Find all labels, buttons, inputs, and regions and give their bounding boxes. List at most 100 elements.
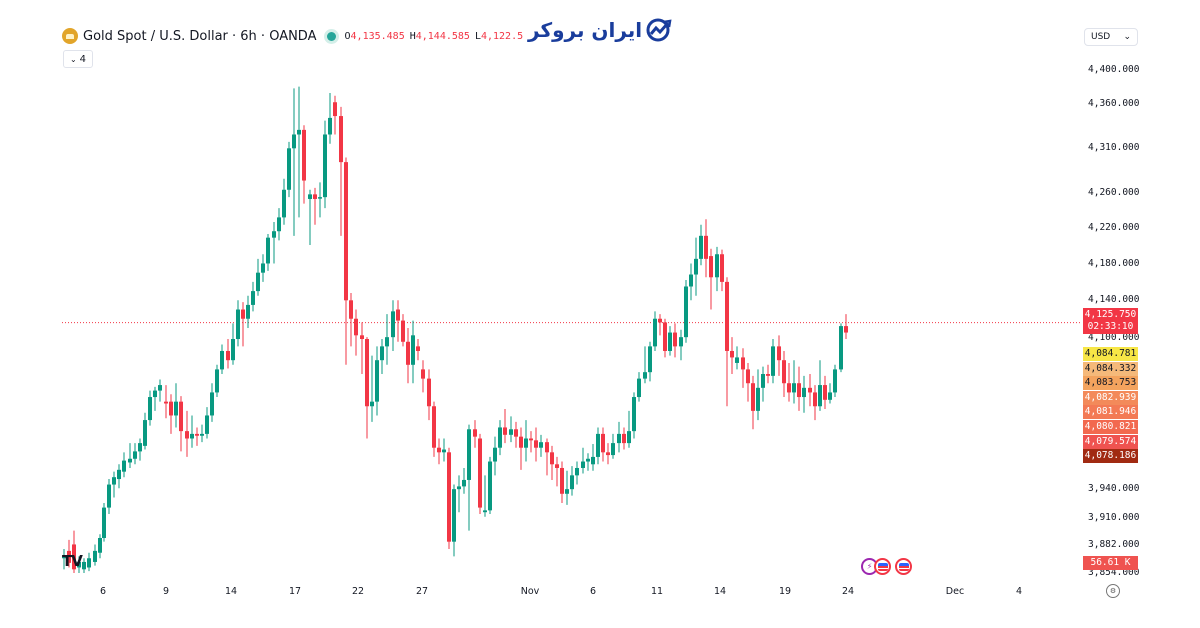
bearish-candle — [401, 320, 405, 342]
bullish-candle — [102, 507, 106, 538]
time-axis-label: 11 — [650, 586, 664, 597]
bullish-candle — [174, 401, 178, 416]
bullish-candle — [107, 484, 111, 508]
price-level-tag: 4,080.821 — [1083, 420, 1138, 434]
chart-settings-icon[interactable]: ⚙ — [1106, 584, 1120, 598]
bearish-candle — [720, 254, 724, 282]
currency-select[interactable]: USD ⌄ — [1084, 28, 1138, 46]
time-axis-label: 6 — [589, 586, 597, 597]
bullish-candle — [792, 383, 796, 393]
bullish-candle — [385, 337, 389, 347]
high-value: 4,144.585 — [415, 30, 470, 42]
bearish-candle — [473, 429, 477, 437]
bearish-candle — [550, 452, 554, 465]
bullish-candle — [452, 489, 456, 542]
price-level-tag: 4,084.332 — [1083, 361, 1138, 376]
symbol-title[interactable]: Gold Spot / U.S. Dollar · 6h · OANDA — [83, 28, 317, 44]
indicator-count: 4 — [79, 53, 87, 65]
bullish-candle — [205, 415, 209, 434]
high-key: H — [409, 30, 416, 42]
bearish-candle — [514, 429, 518, 437]
bearish-candle — [339, 116, 343, 163]
bullish-candle — [637, 378, 641, 398]
time-axis-label: 27 — [415, 586, 429, 597]
ohlc-values: O4,135.485 H4,144.585 L4,122.5 — [345, 31, 524, 42]
time-axis-label: Dec — [945, 586, 965, 597]
bar-countdown: 02:33:10 — [1087, 321, 1134, 332]
bullish-candle — [308, 194, 312, 199]
price-level-tag: 4,082.939 — [1083, 390, 1138, 405]
bullish-candle — [648, 346, 652, 373]
price-axis-label: 3,854.000 — [1088, 567, 1140, 578]
currency-value: USD — [1091, 32, 1111, 42]
bullish-candle — [442, 449, 446, 453]
bullish-candle — [62, 556, 66, 559]
bullish-candle — [699, 235, 703, 259]
price-axis-label: 4,140.000 — [1088, 294, 1140, 305]
bearish-candle — [813, 392, 817, 407]
bearish-candle — [67, 550, 71, 563]
bearish-candle — [344, 162, 348, 301]
bullish-candle — [575, 467, 579, 476]
bullish-candle — [818, 385, 822, 407]
bullish-candle — [761, 374, 765, 388]
time-axis-label: 17 — [288, 586, 302, 597]
symbol-header[interactable]: Gold Spot / U.S. Dollar · 6h · OANDA O4,… — [62, 26, 523, 46]
us-flag-event-icon[interactable] — [895, 558, 912, 575]
bullish-candle — [524, 438, 528, 448]
bearish-candle — [164, 401, 168, 404]
bullish-candle — [277, 217, 281, 232]
price-level-tag: 4,078.186 — [1083, 449, 1138, 464]
price-axis-label: 4,360.000 — [1088, 98, 1140, 109]
bullish-candle — [117, 469, 121, 480]
bullish-candle — [632, 397, 636, 432]
tradingview-logo[interactable]: TV — [62, 552, 83, 570]
bullish-candle — [596, 433, 600, 457]
bullish-candle — [586, 458, 590, 462]
bullish-candle — [391, 311, 395, 338]
bearish-candle — [766, 374, 770, 376]
bullish-candle — [128, 458, 132, 463]
time-axis-label: 19 — [778, 586, 792, 597]
bullish-candle — [215, 369, 219, 393]
price-axis-label: 4,100.000 — [1088, 332, 1140, 343]
bearish-candle — [360, 335, 364, 340]
bearish-candle — [797, 383, 801, 398]
bearish-candle — [808, 387, 812, 393]
bearish-candle — [622, 433, 626, 444]
bullish-candle — [617, 433, 621, 444]
bearish-candle — [226, 350, 230, 361]
bullish-candle — [653, 318, 657, 347]
bearish-candle — [746, 369, 750, 384]
bullish-candle — [246, 304, 250, 319]
bearish-candle — [447, 452, 451, 542]
bullish-candle — [112, 477, 116, 485]
trend-chart-logo-icon — [646, 18, 672, 42]
time-axis-label: 14 — [713, 586, 727, 597]
bullish-candle — [318, 197, 322, 199]
bullish-candle — [643, 372, 647, 379]
bullish-candle — [802, 387, 806, 398]
bullish-candle — [287, 148, 291, 190]
bullish-candle — [98, 537, 102, 553]
bullish-candle — [190, 433, 194, 439]
indicators-collapse-button[interactable]: ⌄ 4 — [63, 50, 93, 68]
us-flag-event-icon[interactable] — [874, 558, 891, 575]
price-level-tag: 4,084.781 — [1083, 347, 1138, 361]
bearish-candle — [349, 300, 353, 319]
bullish-candle — [679, 337, 683, 347]
bullish-candle — [411, 335, 415, 365]
chevron-down-icon: ⌄ — [69, 54, 77, 64]
bearish-candle — [169, 401, 173, 416]
bearish-candle — [844, 326, 848, 333]
bullish-candle — [143, 420, 147, 446]
candles-group — [62, 86, 848, 573]
bearish-candle — [421, 369, 425, 379]
open-key: O — [344, 30, 351, 42]
bullish-candle — [839, 326, 843, 370]
bearish-candle — [333, 102, 337, 117]
market-open-status-icon — [326, 31, 336, 41]
bullish-candle — [231, 339, 235, 361]
bearish-candle — [416, 346, 420, 351]
